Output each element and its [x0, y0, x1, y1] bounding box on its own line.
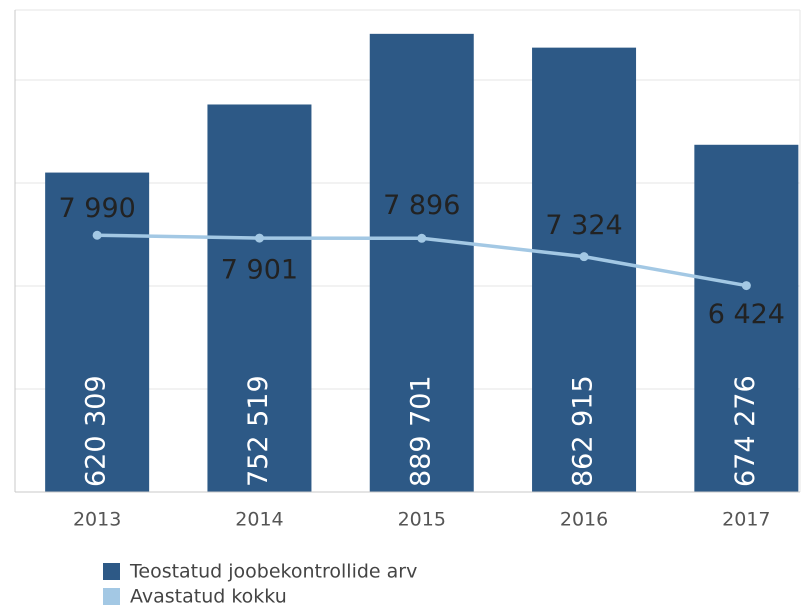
legend-label: Teostatud joobekontrollide arv — [129, 561, 417, 583]
x-tick-label: 2014 — [235, 509, 283, 531]
x-tick-label: 2016 — [560, 509, 608, 531]
line-point — [417, 233, 427, 243]
bar — [45, 172, 150, 492]
line-label: 7 324 — [545, 210, 622, 241]
bar-label: 752 519 — [243, 375, 274, 487]
bar-label: 889 701 — [405, 375, 436, 487]
bar — [369, 33, 474, 492]
line-point — [741, 281, 751, 291]
line-label: 7 896 — [383, 190, 460, 221]
line-label: 6 424 — [708, 299, 785, 330]
line-point — [579, 252, 589, 262]
line-point — [254, 233, 264, 243]
x-tick-label: 2013 — [73, 509, 121, 531]
bar-label: 674 276 — [730, 375, 761, 487]
bar-label: 862 915 — [568, 375, 599, 487]
legend-swatch — [103, 563, 120, 580]
line-label: 7 901 — [221, 255, 298, 286]
x-tick-label: 2015 — [398, 509, 446, 531]
bar — [207, 104, 312, 493]
line-point — [92, 230, 102, 240]
x-tick-label: 2017 — [722, 509, 770, 531]
bar-label: 620 309 — [81, 375, 112, 487]
bar — [532, 47, 637, 492]
line-label: 7 990 — [59, 193, 136, 224]
bar — [694, 144, 799, 492]
legend-label: Avastatud kokku — [130, 586, 287, 608]
legend-swatch — [103, 588, 120, 605]
